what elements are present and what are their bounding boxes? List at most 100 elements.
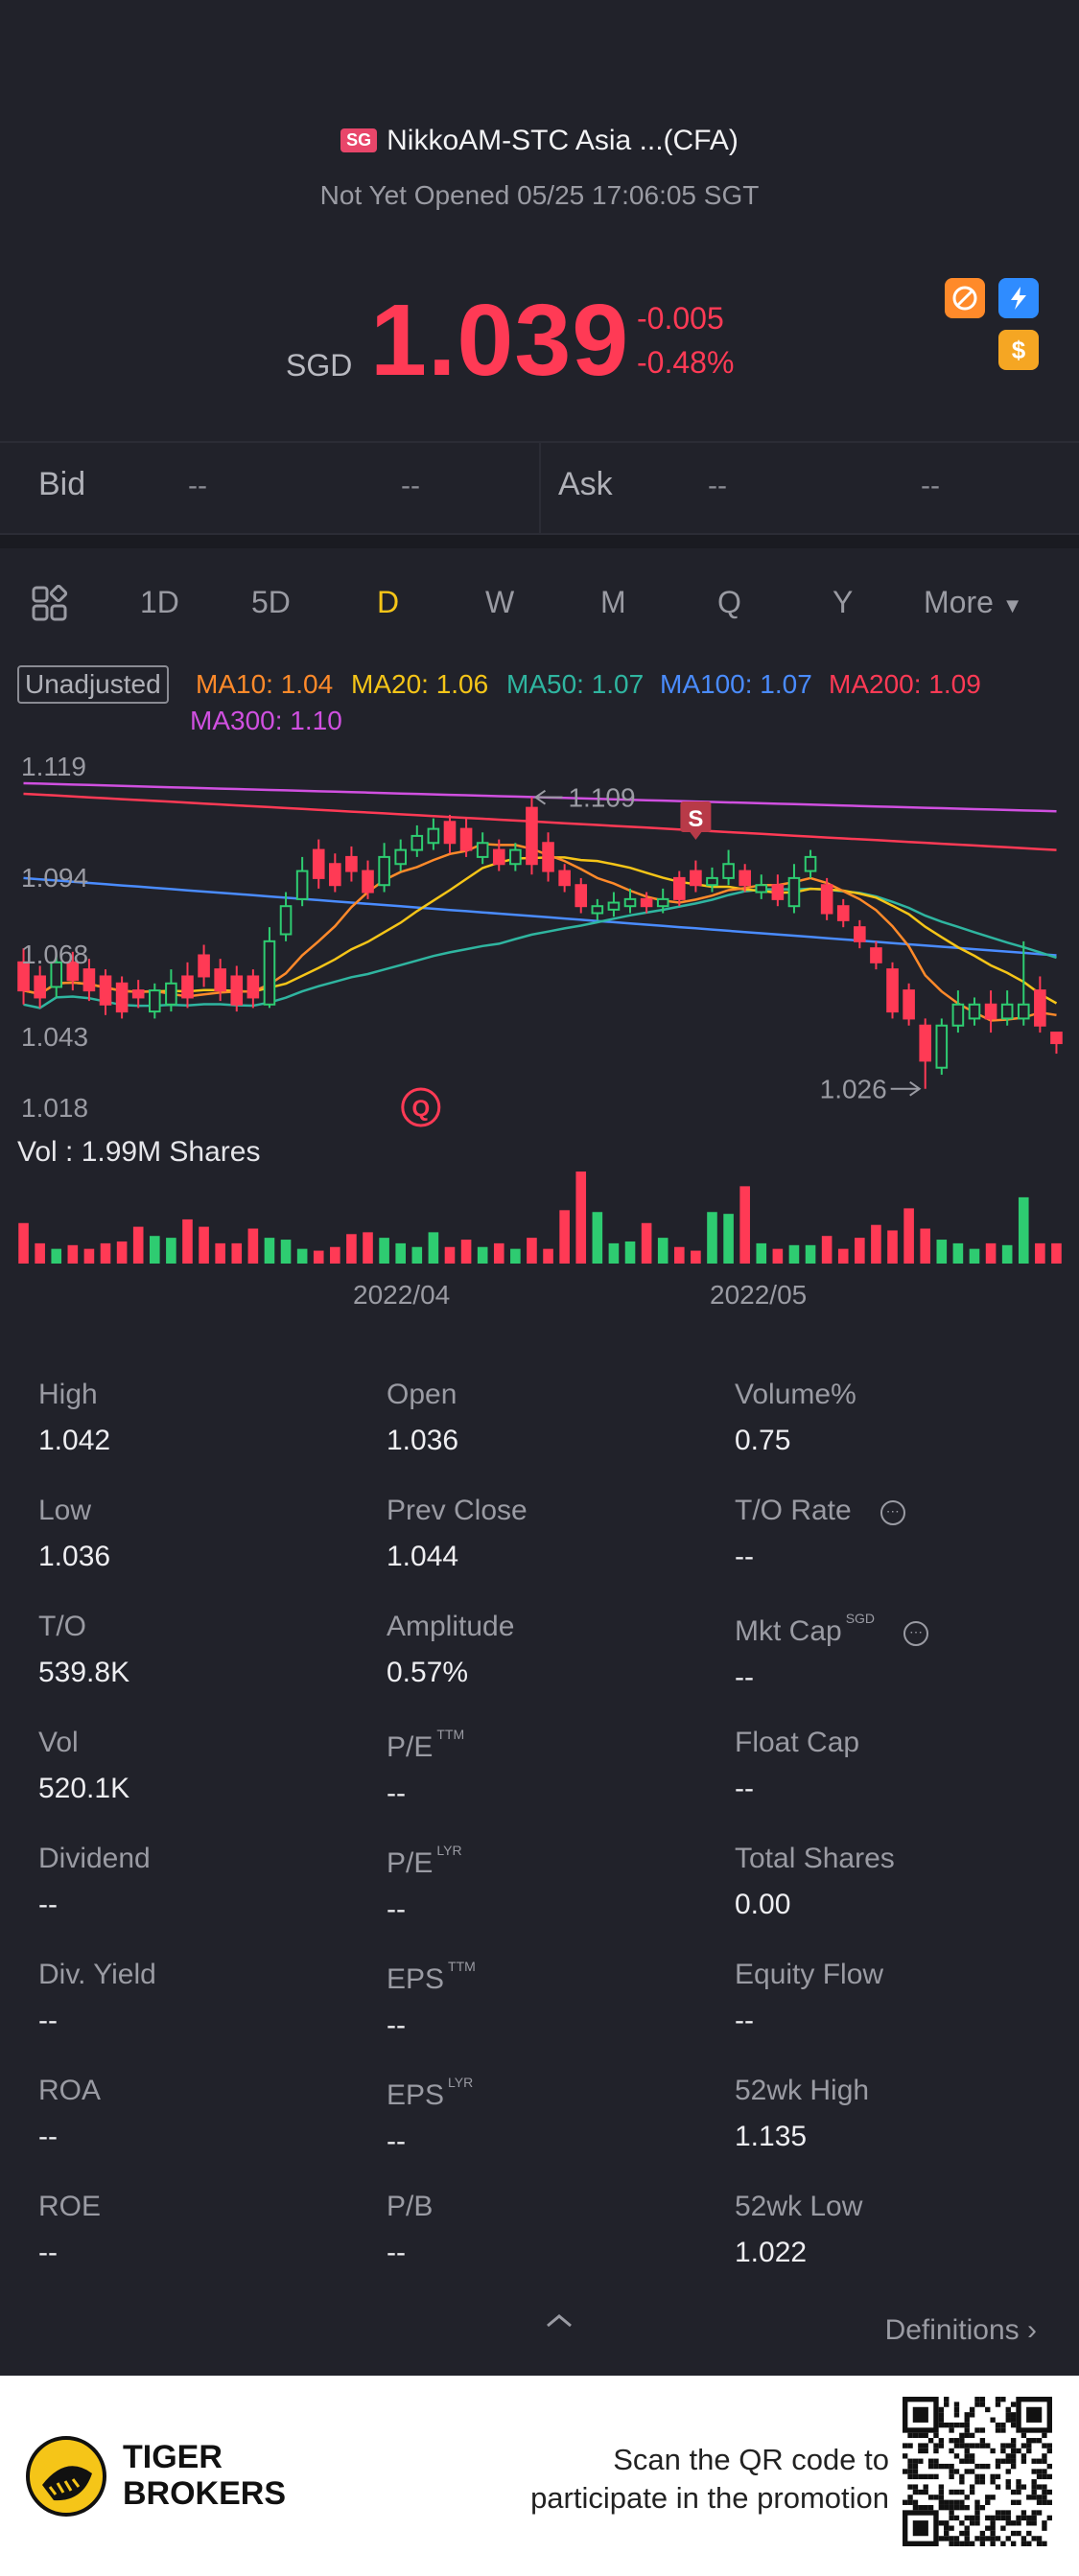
brand-line-1: TIGER <box>123 2439 223 2475</box>
qr-module <box>990 2536 996 2541</box>
qr-module <box>969 2541 975 2546</box>
qr-module <box>990 2473 996 2480</box>
stat-item: 52wk Low 1.022 <box>735 2191 862 2269</box>
stat-value: 539.8K <box>38 1657 130 1688</box>
qr-module <box>1026 2530 1032 2537</box>
qr-module <box>953 2443 960 2448</box>
promo-text: Scan the QR code to participate in the p… <box>530 2441 889 2518</box>
stock-title: SG NikkoAM-STC Asia ...(CFA) <box>0 125 1079 157</box>
qr-module <box>990 2448 996 2454</box>
qr-module <box>918 2489 924 2495</box>
qr-module <box>974 2520 980 2526</box>
qr-module <box>1005 2536 1011 2541</box>
tab-w[interactable]: W <box>485 585 515 619</box>
qr-module <box>938 2406 945 2413</box>
qr-module <box>1031 2438 1037 2444</box>
volume-bar <box>788 1244 800 1264</box>
y-tick-label: 1.119 <box>21 752 86 781</box>
no-trade-icon[interactable] <box>945 278 985 318</box>
qr-module <box>1036 2469 1043 2474</box>
ask-size: -- <box>921 470 940 501</box>
adjust-toggle[interactable]: Unadjusted <box>17 665 169 704</box>
candle-body <box>542 842 554 872</box>
candle-body <box>591 905 604 915</box>
stat-label: T/O <box>38 1611 129 1643</box>
qr-module <box>907 2473 913 2480</box>
qr-module <box>1000 2397 1006 2402</box>
qr-module <box>907 2432 913 2439</box>
qr-module <box>927 2463 934 2470</box>
layout-grid-icon[interactable] <box>31 585 69 623</box>
qr-module <box>938 2422 945 2428</box>
stat-label: Equity Flow <box>735 1959 883 1991</box>
candle-body <box>690 870 702 887</box>
qr-module <box>907 2495 913 2500</box>
qr-module <box>907 2443 913 2448</box>
qr-module <box>974 2479 980 2485</box>
definitions-label: Definitions <box>884 2314 1020 2346</box>
stat-item: Prev Close 1.044 <box>387 1495 528 1573</box>
candle-body <box>558 870 571 887</box>
tab-more[interactable]: More ▼ <box>924 585 1023 620</box>
chevron-up-icon[interactable] <box>542 2310 576 2330</box>
tab-5d[interactable]: 5D <box>251 585 291 619</box>
volume-bar <box>527 1238 537 1264</box>
dollar-icon[interactable]: $ <box>998 330 1039 370</box>
stat-value: -- <box>387 2009 406 2041</box>
qr-module <box>949 2473 954 2480</box>
candle-body <box>739 870 751 887</box>
qr-module <box>1010 2402 1017 2407</box>
candle-body <box>99 975 112 1006</box>
stat-label: Vol <box>38 1727 129 1759</box>
qr-module <box>1005 2484 1011 2490</box>
volume-bar <box>83 1248 95 1264</box>
qr-module <box>990 2515 996 2521</box>
qr-module <box>1020 2484 1027 2490</box>
tab-1d[interactable]: 1D <box>140 585 179 619</box>
lightning-icon[interactable] <box>998 278 1039 318</box>
stat-label-text: Total Shares <box>735 1843 895 1874</box>
qr-module <box>974 2536 980 2541</box>
qr-module <box>959 2473 965 2480</box>
qr-module <box>979 2463 986 2470</box>
candle-body <box>640 897 653 908</box>
ma100-label: MA100: 1.07 <box>660 669 812 699</box>
qr-code[interactable] <box>903 2397 1052 2546</box>
qr-module <box>1010 2438 1017 2444</box>
low-marker-arrow <box>909 1080 922 1097</box>
tab-q[interactable]: Q <box>717 585 741 619</box>
qr-module <box>1016 2489 1021 2495</box>
qr-module <box>953 2504 960 2511</box>
qr-module <box>1010 2541 1017 2546</box>
stat-value: 1.022 <box>735 2237 808 2268</box>
qr-module <box>969 2520 975 2526</box>
qr-module <box>990 2495 996 2500</box>
tab-y[interactable]: Y <box>833 585 854 619</box>
qr-module <box>995 2510 1001 2516</box>
volume-bar <box>887 1230 898 1264</box>
qr-module <box>979 2530 986 2537</box>
qr-module <box>1005 2443 1011 2448</box>
price-chart[interactable]: Unadjusted MA10: 1.04 MA20: 1.06 MA50: 1… <box>0 661 1079 1333</box>
qr-module <box>969 2443 975 2448</box>
qr-module <box>944 2499 950 2505</box>
tab-m[interactable]: M <box>600 585 626 619</box>
candle-body <box>230 975 244 1006</box>
qr-module <box>949 2536 954 2541</box>
qr-module <box>1005 2417 1011 2423</box>
tab-d[interactable]: D <box>377 585 400 619</box>
qr-module <box>949 2515 954 2521</box>
volume-bar <box>855 1238 865 1264</box>
volume-bar <box>395 1242 407 1264</box>
info-icon[interactable]: ⋯ <box>903 1621 929 1646</box>
qr-module <box>1042 2541 1047 2546</box>
stat-label: Low <box>38 1495 110 1527</box>
info-icon[interactable]: ⋯ <box>880 1500 905 1525</box>
volume-bar <box>132 1226 144 1264</box>
qr-module <box>995 2458 1001 2464</box>
qr-module <box>907 2469 913 2474</box>
stat-value: -- <box>38 2005 58 2036</box>
qr-module <box>953 2453 960 2459</box>
qr-module <box>1005 2453 1011 2459</box>
definitions-link[interactable]: Definitions › <box>885 2314 1037 2347</box>
